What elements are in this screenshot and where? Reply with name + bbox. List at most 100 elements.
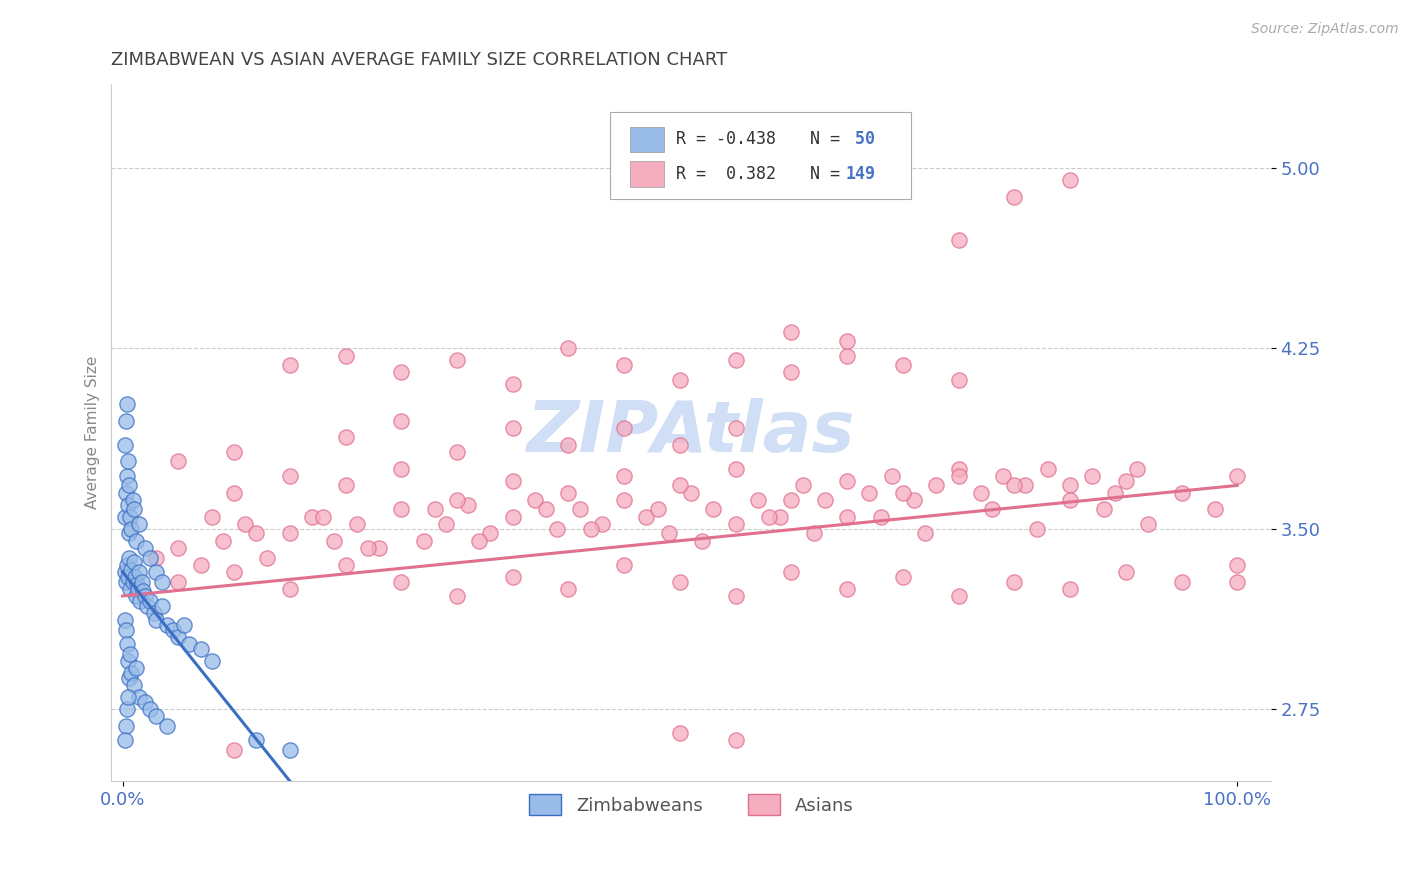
Point (1104, 485, 1126, 500)
Point (139, 702, 162, 716)
Point (162, 623, 184, 637)
Point (118, 478, 141, 492)
Point (131, 574, 153, 589)
FancyBboxPatch shape (610, 112, 911, 199)
Point (948, 233, 970, 247)
Point (568, 502, 591, 516)
Point (134, 695, 156, 709)
Point (837, 349, 859, 363)
Text: ZIMBABWEAN VS ASIAN AVERAGE FAMILY SIZE CORRELATION CHART: ZIMBABWEAN VS ASIAN AVERAGE FAMILY SIZE … (111, 51, 728, 69)
Point (446, 492, 468, 507)
Point (434, 516, 457, 531)
Point (125, 577, 148, 591)
Point (579, 522, 602, 536)
Point (534, 502, 557, 516)
Point (837, 509, 859, 524)
Point (669, 574, 692, 589)
Point (1081, 468, 1104, 483)
Point (948, 589, 970, 603)
Point (613, 558, 636, 572)
Point (278, 743, 301, 757)
Point (389, 502, 412, 516)
Point (948, 461, 970, 475)
Point (335, 430, 357, 444)
Point (120, 509, 142, 524)
Text: 149: 149 (845, 165, 876, 183)
Point (323, 533, 346, 548)
Point (190, 641, 212, 656)
Point (167, 541, 190, 555)
Point (780, 366, 803, 380)
Point (557, 485, 579, 500)
Point (115, 413, 138, 427)
Point (1115, 565, 1137, 579)
Point (1002, 190, 1025, 204)
Point (312, 509, 335, 524)
Point (121, 562, 143, 576)
Point (613, 492, 636, 507)
Point (114, 565, 136, 579)
Point (245, 733, 267, 747)
Point (301, 509, 323, 524)
Point (201, 654, 224, 668)
Point (669, 373, 692, 387)
Point (115, 397, 138, 411)
Point (121, 574, 143, 589)
Point (127, 582, 149, 596)
Point (139, 550, 162, 565)
Point (114, 437, 136, 451)
Point (702, 502, 724, 516)
Point (1226, 558, 1249, 572)
Point (557, 582, 579, 596)
Point (1059, 492, 1081, 507)
Text: R =  0.382: R = 0.382 (676, 165, 776, 183)
Point (131, 584, 153, 599)
Point (389, 461, 412, 475)
Point (118, 671, 141, 685)
Point (970, 485, 993, 500)
Point (222, 485, 245, 500)
Point (156, 617, 179, 632)
Point (636, 509, 658, 524)
Point (278, 468, 301, 483)
Point (1059, 478, 1081, 492)
Point (117, 690, 139, 704)
Point (256, 550, 278, 565)
Point (502, 377, 524, 392)
Point (1059, 173, 1081, 187)
Point (690, 533, 713, 548)
Point (502, 421, 524, 435)
Point (647, 502, 669, 516)
Point (278, 582, 301, 596)
Point (1170, 574, 1192, 589)
FancyBboxPatch shape (630, 161, 665, 186)
Point (335, 349, 357, 363)
Point (114, 509, 136, 524)
Point (145, 709, 167, 723)
Point (124, 570, 146, 584)
Point (346, 516, 368, 531)
Point (557, 437, 579, 451)
Point (125, 533, 148, 548)
Point (681, 485, 703, 500)
Point (115, 468, 138, 483)
Point (423, 502, 446, 516)
Point (502, 570, 524, 584)
Point (1226, 468, 1249, 483)
Point (1002, 478, 1025, 492)
Point (446, 589, 468, 603)
Point (114, 733, 136, 747)
Point (145, 613, 167, 627)
Point (156, 719, 179, 733)
Point (245, 526, 267, 541)
Text: ZIPAtlas: ZIPAtlas (527, 398, 855, 467)
Point (837, 474, 859, 488)
Point (115, 574, 138, 589)
Point (167, 454, 190, 468)
Point (125, 661, 148, 675)
Point (891, 570, 914, 584)
Point (128, 565, 150, 579)
Point (780, 565, 803, 579)
Point (122, 555, 145, 569)
Point (335, 558, 357, 572)
